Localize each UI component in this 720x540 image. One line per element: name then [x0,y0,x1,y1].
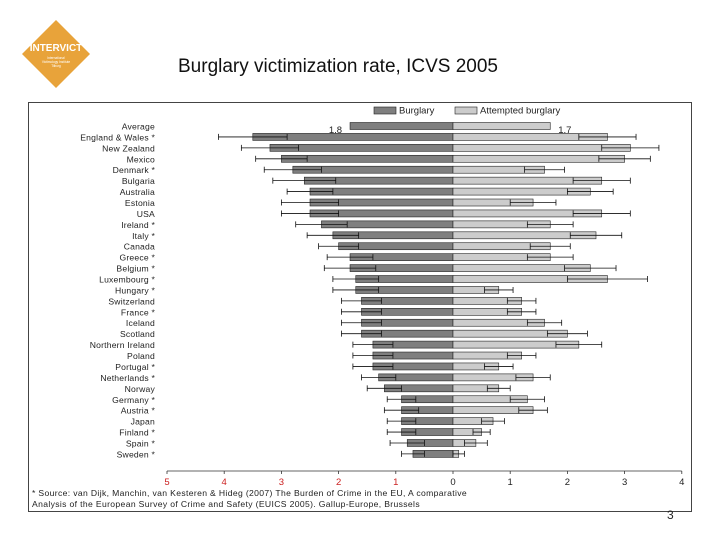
category-label: Greece * [119,253,155,263]
average-label-burglary: 1.8 [329,125,342,136]
category-label: Iceland [126,318,155,328]
category-label: Canada [124,242,155,252]
category-label: New Zealand [102,143,155,153]
x-tick-label: 2 [565,477,570,488]
category-label: Australia [120,187,155,197]
category-label: Norway [125,384,156,394]
category-label: Denmark * [113,165,156,175]
x-tick-label: 2 [336,477,341,488]
category-label: Italy * [132,231,155,241]
x-tick-label: 1 [508,477,513,488]
category-label: Finland * [119,428,155,438]
slide-title: Burglary victimization rate, ICVS 2005 [178,56,498,77]
logo-subtext-3: Tilburg [51,64,61,68]
category-label: Ireland * [121,220,155,230]
average-label-attempted: 1.7 [558,125,571,136]
category-label: Mexico [127,154,155,164]
x-tick-label: 4 [222,477,227,488]
bar-attempted [452,122,551,130]
category-label: Portugal * [115,362,155,372]
category-label: Hungary * [115,285,155,295]
x-tick-label: 0 [450,477,455,488]
category-label: Spain * [126,438,156,448]
category-label: Average [122,122,155,132]
category-label: Poland [127,351,155,361]
x-tick-label: 4 [679,477,684,488]
source-note-line-2: Analysis of the European Survey of Crime… [32,499,420,509]
category-label: Estonia [125,198,155,208]
burglary-chart: Burglary Attempted burglary AverageEngland… [28,102,692,512]
source-note-line-1: * Source: van Dijk, Manchin, van Kestere… [32,488,467,498]
logo-subtext-1: International [47,56,65,60]
intervict-logo: INTERVICT International Victimology Inst… [22,20,90,88]
x-tick-label: 3 [622,477,627,488]
category-label: Germany * [112,395,155,405]
category-label: Japan [131,417,155,427]
category-label: Luxembourg * [99,275,155,285]
category-label: Northern Ireland [90,340,155,350]
legend-swatch-burglary [373,106,397,115]
x-tick-label: 5 [164,477,169,488]
logo-subtext-2: Victimology Institute [42,60,71,64]
category-label: Belgium * [116,264,155,274]
legend-label-burglary: Burglary [399,106,435,117]
logo-diamond [22,20,90,88]
category-label: France * [121,307,156,317]
category-label: Bulgaria [122,176,155,186]
category-label: Switzerland [108,296,155,306]
category-label: England & Wales * [80,132,155,142]
page-number: 3 [667,508,674,522]
category-label: Scotland [120,329,155,339]
legend-label-attempted: Attempted burglary [480,106,561,117]
category-label: Netherlands * [100,373,155,383]
category-label: USA [137,209,155,219]
category-label: Austria * [121,406,156,416]
legend-swatch-attempted [454,106,478,115]
bar-burglary [349,122,454,130]
logo-text: INTERVICT [30,43,83,54]
category-label: Sweden * [117,449,156,459]
x-tick-label: 3 [279,477,284,488]
x-tick-label: 1 [393,477,398,488]
